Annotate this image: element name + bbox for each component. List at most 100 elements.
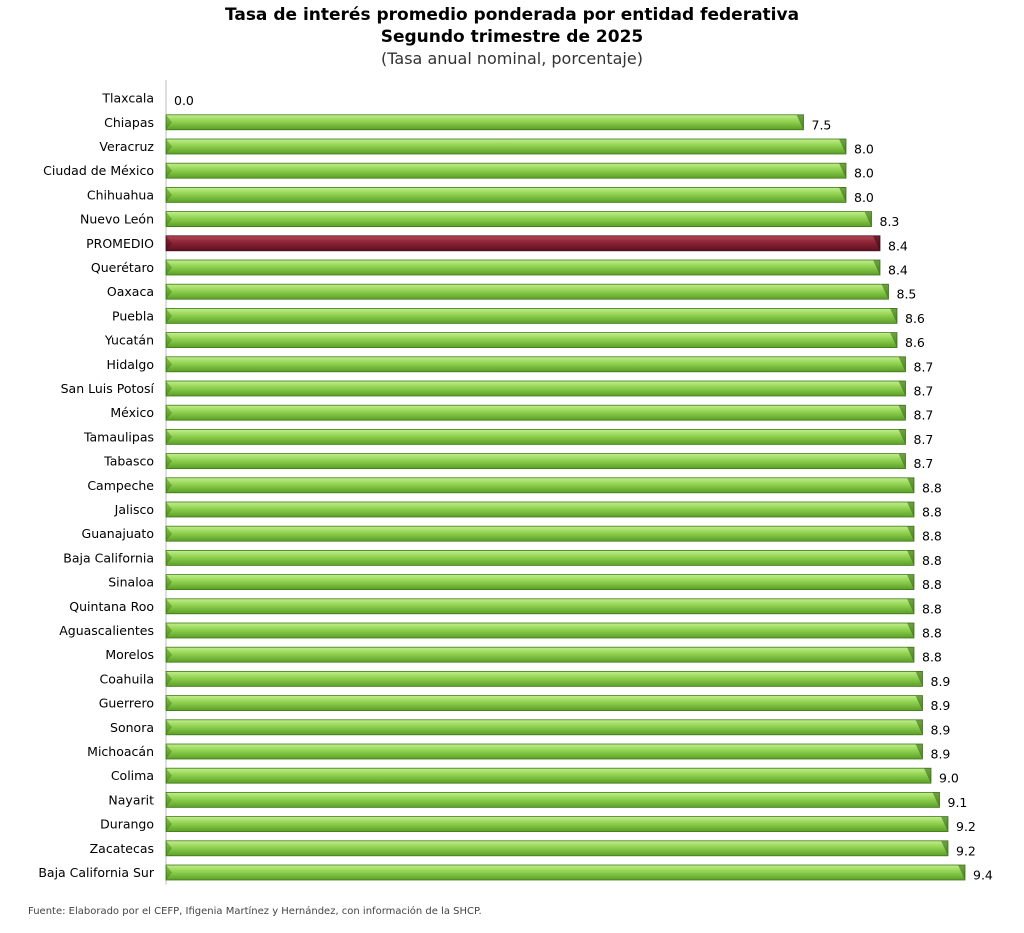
- bar-bevel-start: [166, 114, 172, 130]
- value-label: 8.9: [931, 698, 951, 713]
- bar-bevel-end: [958, 865, 965, 880]
- value-label: 8.7: [914, 359, 934, 374]
- bar: [165, 114, 804, 131]
- bar-bevel-end: [898, 453, 906, 469]
- bar-bevel-end: [915, 719, 923, 735]
- bar: [165, 162, 847, 179]
- bar-bevel-start: [166, 768, 172, 784]
- bar: [165, 743, 923, 760]
- bar: [165, 525, 915, 542]
- category-label: Nayarit: [108, 792, 154, 807]
- bar-bevel-start: [166, 405, 172, 421]
- value-label: 8.9: [931, 722, 951, 737]
- category-label: Chihuahua: [87, 187, 154, 202]
- bar-bevel-start: [166, 453, 172, 469]
- bar-bevel-start: [166, 284, 172, 300]
- category-label: Michoacán: [87, 744, 154, 759]
- value-label: 7.5: [812, 117, 832, 132]
- bar-bevel-end: [898, 356, 906, 372]
- bar-bevel-end: [907, 647, 914, 663]
- bar-bevel-end: [907, 550, 914, 566]
- category-label: Sonora: [110, 720, 154, 735]
- bar-bevel-end: [839, 139, 846, 154]
- value-label: 9.4: [973, 868, 993, 883]
- value-label: 8.0: [854, 142, 874, 157]
- bar: [165, 646, 915, 663]
- value-label: 8.4: [888, 263, 908, 278]
- source-note: Fuente: Elaborado por el CEFP, Ifigenia …: [28, 906, 482, 917]
- bar-bevel-end: [907, 502, 914, 517]
- bar: [165, 864, 966, 881]
- value-label: 8.7: [914, 456, 934, 471]
- value-label: 8.7: [914, 408, 934, 423]
- value-label: 0.0: [174, 93, 194, 108]
- bar-bevel-end: [898, 405, 906, 421]
- bar-bevel-end: [907, 526, 914, 542]
- value-label: 8.8: [922, 650, 942, 665]
- bar-bevel-end: [915, 671, 923, 687]
- category-label: Campeche: [87, 478, 154, 493]
- bar: [165, 428, 906, 445]
- bar-bevel-start: [166, 381, 172, 396]
- bar: [165, 477, 915, 494]
- bar-bevel-end: [890, 332, 897, 348]
- bar-bevel-end: [796, 114, 804, 130]
- bar: [165, 332, 898, 349]
- category-label: Hidalgo: [106, 357, 154, 372]
- bar-bevel-end: [932, 792, 940, 808]
- value-label: 8.7: [914, 384, 934, 399]
- bar-bevel-end: [915, 744, 923, 759]
- category-label: Baja California Sur: [38, 865, 155, 880]
- bar-bevel-start: [166, 719, 172, 735]
- bar-bevel-start: [166, 308, 172, 324]
- bar: [165, 767, 932, 784]
- category-label: Coahuila: [100, 671, 155, 686]
- bar-bevel-start: [166, 574, 172, 590]
- category-label: Oaxaca: [107, 284, 154, 299]
- bar-bevel-start: [166, 163, 172, 179]
- value-label: 8.8: [922, 601, 942, 616]
- bar: [165, 501, 915, 518]
- category-label: Yucatán: [104, 333, 154, 348]
- value-label: 8.6: [905, 311, 925, 326]
- bar: [165, 259, 881, 276]
- value-label: 8.8: [922, 529, 942, 544]
- bar: [165, 186, 847, 203]
- bar-bevel-end: [941, 816, 948, 832]
- bar-bevel-start: [166, 695, 172, 711]
- category-label: Querétaro: [91, 260, 154, 275]
- bar: [165, 816, 949, 832]
- bar-bevel-start: [166, 429, 172, 445]
- value-label: 9.2: [956, 843, 976, 858]
- bar-bevel-end: [881, 284, 889, 300]
- category-label: PROMEDIO: [86, 236, 154, 251]
- bar: [165, 404, 906, 421]
- category-label: Baja California: [63, 550, 154, 565]
- category-label: Guanajuato: [82, 526, 154, 541]
- bar-bevel-start: [166, 840, 172, 856]
- bar-bevel-start: [166, 526, 172, 542]
- bar: [165, 283, 889, 300]
- bar-bevel-start: [166, 502, 172, 517]
- bar-bevel-end: [898, 381, 906, 396]
- bar-bevel-end: [941, 840, 948, 856]
- bar-bevel-start: [166, 260, 172, 275]
- value-label: 8.7: [914, 432, 934, 447]
- value-label: 8.8: [922, 480, 942, 495]
- bar-bevel-start: [166, 792, 172, 808]
- chart-title-block: Tasa de interés promedio ponderada por e…: [0, 4, 1024, 70]
- bar-highlight: [165, 235, 881, 252]
- bar-bevel-start: [166, 187, 172, 203]
- category-label: Puebla: [112, 308, 154, 323]
- category-label: Jalisco: [114, 502, 154, 517]
- bar-bevel-start: [166, 865, 172, 880]
- bar: [165, 138, 847, 155]
- bar-bevel-start: [166, 550, 172, 566]
- value-label: 8.5: [897, 287, 917, 302]
- chart-title: Tasa de interés promedio ponderada por e…: [224, 5, 800, 25]
- value-label: 8.8: [922, 553, 942, 568]
- category-label: Ciudad de México: [43, 163, 154, 178]
- category-label: Tabasco: [103, 454, 154, 469]
- category-label: Chiapas: [104, 115, 154, 130]
- bar: [165, 453, 906, 470]
